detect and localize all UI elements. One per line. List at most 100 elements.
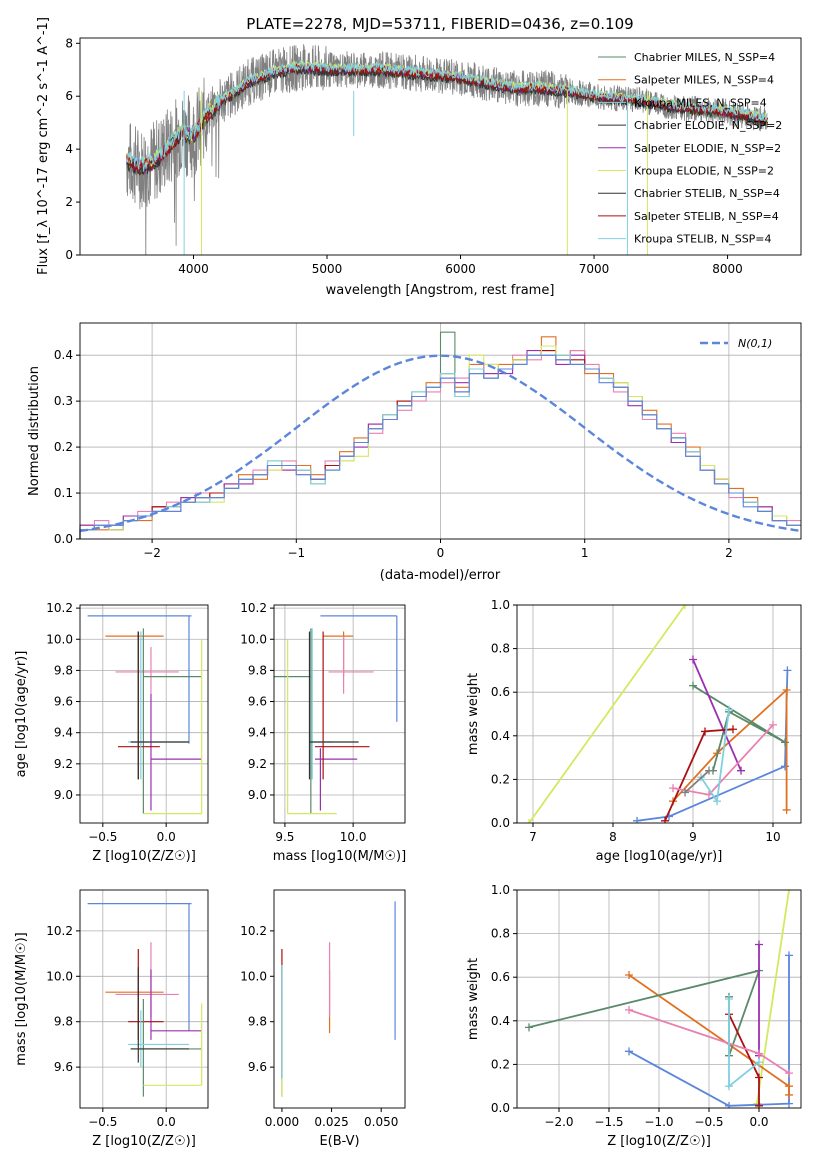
weight-point [681, 788, 689, 797]
age_vs_mass-ytick-label: 9.8 [248, 663, 267, 677]
weight-point [755, 940, 763, 949]
spectrum-ytick-label: 8 [65, 36, 73, 50]
histogram-ytick-label: 0.1 [54, 486, 73, 500]
age_vs_mass-ytick-label: 9.6 [248, 695, 267, 709]
residual-histogram-panel: −2 −1 0 1 2 0.0 0.1 0.2 0.3 0.4 N(0,1) (data-mode… [27, 322, 802, 583]
legend-entry: Kroupa STELIB, N_SSP=4 [634, 233, 772, 246]
weight-point [785, 1099, 793, 1108]
histogram-ytick-label: 0.4 [54, 348, 73, 362]
spectrum-xtick-label: 8000 [712, 262, 743, 276]
panel-xlabel: mass [log10(M/M☉)] [273, 849, 406, 864]
weight-point [783, 666, 792, 675]
panel-xlabel: age [log10(age/yr)] [596, 849, 723, 864]
weight-point [625, 971, 633, 980]
weight_vs_Z-xtick-label: −2.0 [544, 1115, 573, 1129]
panel-xlabel: E(B-V) [319, 1134, 359, 1149]
weight-point [525, 1023, 533, 1032]
weight-point [661, 816, 669, 823]
weight-point [725, 995, 733, 1003]
weight-line-yellow [528, 605, 686, 823]
weight-line-gray [684, 770, 710, 794]
mass_vs_ebv-ytick-label: 10.0 [240, 969, 267, 983]
weight-point [781, 738, 789, 747]
weight_vs_age-ytick-label: 0.4 [491, 729, 510, 743]
weight-point [781, 762, 789, 771]
weight-point [785, 1090, 793, 1099]
mass_vs_Z-ytick-label: 9.8 [54, 1015, 73, 1029]
legend-entry: Kroupa ELODIE, N_SSP=2 [634, 165, 774, 178]
age_vs_Z-ytick-label: 10.0 [46, 632, 73, 646]
mass_vs_Z-xtick-label: −0.5 [88, 1115, 117, 1129]
weight-point [681, 605, 689, 609]
legend-entry: Salpeter MILES, N_SSP=4 [634, 74, 774, 87]
weight-point [782, 805, 791, 814]
mass_vs_ebv-ytick-label: 9.8 [248, 1015, 267, 1029]
age_vs_mass-ytick-label: 10.0 [240, 632, 267, 646]
spectrum-xtick-label: 4000 [178, 262, 209, 276]
weight-point [785, 951, 793, 960]
weight_vs_Z-xtick-label: −1.5 [594, 1115, 623, 1129]
weight_vs_Z-ytick-label: 0.2 [491, 1057, 510, 1071]
age_vs_mass-xtick-label: 9.5 [275, 830, 294, 844]
weight-point [701, 727, 709, 736]
mass_vs_Z-frame [79, 889, 209, 1109]
spectrum-panel: 4000 5000 6000 7000 8000 0 2 4 6 8 Chabrier MILES… [36, 17, 802, 298]
weight-line-purple [692, 659, 742, 772]
histogram-ytick-label: 0.0 [54, 532, 73, 546]
histogram-xtick-label: 1 [581, 546, 589, 560]
weight-point [755, 1049, 763, 1058]
mass_vs_ebv-xtick-label: 0.025 [314, 1115, 348, 1129]
weight_vs_Z-ytick-label: 0.6 [491, 970, 510, 984]
age_vs_Z-ytick-label: 9.8 [54, 663, 73, 677]
spectrum-frame [79, 37, 802, 256]
weight_vs_age-xtick-label: 10 [765, 830, 780, 844]
legend-entry: Kroupa MILES, N_SSP=4 [634, 96, 767, 109]
age_vs_mass-ytick-label: 10.2 [240, 601, 267, 615]
panel-ylabel: mass weight [466, 958, 481, 1040]
histogram-ytick-label: 0.2 [54, 440, 73, 454]
histogram-ticks: −2 −1 0 1 2 0.0 0.1 0.2 0.3 0.4 [54, 348, 733, 560]
weight_vs_Z-ytick-label: 0.4 [491, 1014, 510, 1028]
weight_vs_Z-ytick-label: 0.0 [491, 1101, 510, 1115]
age_vs_Z-ytick-label: 9.6 [54, 695, 73, 709]
age_vs_Z-ytick-label: 9.0 [54, 788, 73, 802]
spectrum-xtick-label: 5000 [312, 262, 343, 276]
weight-point [755, 1058, 763, 1067]
weight-point [689, 681, 697, 690]
mass_vs_Z-panel: −0.5 0.0 9.6 9.8 10.0 10.2 Z [log10(Z/Z☉)] mass… [14, 889, 209, 1149]
weight-point [782, 686, 791, 695]
weight_vs_age-ytick-label: 0.6 [491, 685, 510, 699]
model-spectrum-kroupa_stelib [126, 59, 769, 172]
age_vs_Z-ytick-label: 10.2 [46, 601, 73, 615]
weight_vs_age-xtick-label: 7 [529, 830, 537, 844]
weight-point [729, 725, 737, 734]
weight_vs_Z-ytick-label: 1.0 [491, 883, 510, 897]
legend-entry: Salpeter STELIB, N_SSP=4 [634, 210, 779, 223]
histogram-xtick-label: 2 [725, 546, 733, 560]
weight-point [785, 1082, 793, 1091]
weight-point [725, 1082, 733, 1091]
histogram-xlabel: (data-model)/error [380, 568, 501, 583]
mass_vs_ebv-xtick-label: 0.000 [265, 1115, 299, 1129]
mass_vs_ebv-frame [273, 889, 406, 1109]
weight_vs_Z-xtick-label: 0.0 [749, 1115, 768, 1129]
histogram-xtick-label: 0 [437, 546, 445, 560]
age_vs_Z-xtick-label: −0.5 [88, 830, 117, 844]
mass_vs_Z-ytick-label: 10.0 [46, 969, 73, 983]
spectrum-xtick-label: 7000 [579, 262, 610, 276]
weight-point [689, 655, 697, 664]
weight_vs_age-ytick-label: 0.8 [491, 642, 510, 656]
weight-point [755, 1073, 763, 1082]
weight-point [755, 1101, 763, 1108]
mass_vs_ebv-panel: 0.000 0.025 0.050 9.6 9.8 10.0 10.2 E(B-V) [240, 889, 406, 1149]
weight_vs_Z-panel: −2.0 −1.5 −1.0 −0.5 0.0 0.0 0.2 0.4 0.6 0.8 1.0 Z [… [466, 883, 802, 1149]
weight_vs_Z-ytick-label: 0.8 [491, 927, 510, 941]
weight-point [705, 766, 713, 775]
weight-line-green [692, 684, 786, 771]
spectrum-ytick-label: 0 [65, 248, 73, 262]
weight-point [669, 784, 677, 793]
legend-entry: Chabrier MILES, N_SSP=4 [634, 51, 775, 64]
mass_vs_Z-ytick-label: 9.6 [54, 1060, 73, 1074]
small-panels: −0.5 0.0 9.0 9.2 9.4 9.6 9.8 10.0 10.2 Z [log10(Z… [14, 598, 802, 1149]
